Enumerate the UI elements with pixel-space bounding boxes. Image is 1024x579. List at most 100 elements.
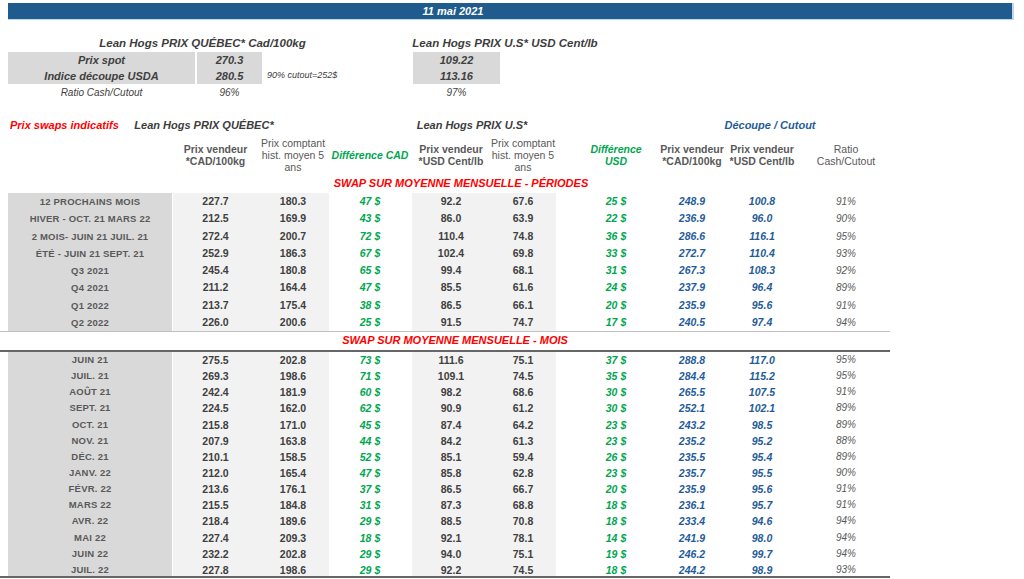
cell-ratio: 90%: [808, 210, 884, 227]
cell-comptant-cad: 162.0: [258, 400, 328, 416]
cell-difference-usd: 37 $: [578, 352, 654, 368]
table-row: OCT. 21215.8171.045 $87.464.223 $243.298…: [0, 417, 1024, 433]
row-label: SEPT. 21: [8, 400, 172, 416]
cell-comptant-cad: 180.3: [258, 193, 328, 210]
cell-comptant-usd: 63.9: [490, 210, 556, 227]
row-label: JUIN 21: [8, 352, 172, 368]
row-label: MAI 22: [8, 530, 172, 546]
cell-vendeur-cad: 215.5: [173, 497, 258, 513]
cell-vendeur-cad: 212.5: [173, 210, 258, 227]
cell-cutout-usd: 98.0: [724, 530, 800, 546]
cell-cutout-cad: 272.7: [654, 245, 730, 262]
cell-comptant-usd: 74.5: [490, 368, 556, 384]
cell-cutout-cad: 248.9: [654, 193, 730, 210]
cell-difference-usd: 20 $: [578, 297, 654, 314]
cell-ratio: 90%: [808, 465, 884, 481]
cell-comptant-usd: 78.1: [490, 530, 556, 546]
divider-line-top: [0, 331, 890, 332]
cell-vendeur-cad: 272.4: [173, 228, 258, 245]
cell-cutout-cad: 288.8: [654, 352, 730, 368]
cell-cutout-usd: 97.4: [724, 314, 800, 331]
row-label: FÉVR. 22: [8, 481, 172, 497]
cell-vendeur-usd: 87.4: [412, 417, 490, 433]
cell-ratio: 94%: [808, 530, 884, 546]
cell-ratio: 93%: [808, 245, 884, 262]
cell-difference-cad: 44 $: [329, 433, 411, 449]
cell-vendeur-usd: 85.5: [412, 279, 490, 296]
cell-ratio: 95%: [808, 368, 884, 384]
spot-row-label: Prix spot: [8, 52, 195, 68]
date-title-bar: 11 mai 2021: [8, 3, 1014, 20]
cell-comptant-usd: 61.3: [490, 433, 556, 449]
table-row: Q3 2021245.4180.865 $99.468.131 $267.310…: [0, 262, 1024, 279]
cell-cutout-cad: 235.7: [654, 465, 730, 481]
cell-difference-cad: 29 $: [329, 546, 411, 562]
cell-ratio: 91%: [808, 481, 884, 497]
cutout-index-us-value: 113.16: [413, 68, 500, 84]
cell-comptant-cad: 198.6: [258, 562, 328, 578]
section-header-periodes: SWAP SUR MOYENNE MENSUELLE - PÉRIODES: [311, 177, 611, 189]
cell-difference-cad: 43 $: [329, 210, 411, 227]
cell-comptant-usd: 74.7: [490, 314, 556, 331]
cell-ratio: 92%: [808, 262, 884, 279]
cell-cutout-usd: 117.0: [724, 352, 800, 368]
table-row: JUIN 21275.5202.873 $111.675.137 $288.81…: [0, 352, 1024, 368]
cell-difference-usd: 14 $: [578, 530, 654, 546]
cell-difference-cad: 72 $: [329, 228, 411, 245]
cell-difference-cad: 45 $: [329, 417, 411, 433]
cell-vendeur-cad: 227.8: [173, 562, 258, 578]
col-header-difference-usd: Différence USD: [578, 134, 654, 176]
table-row: JUIN 22232.2202.829 $94.075.119 $246.299…: [0, 546, 1024, 562]
cell-comptant-usd: 59.4: [490, 449, 556, 465]
cell-cutout-cad: 267.3: [654, 262, 730, 279]
row-label: HIVER - OCT. 21 MARS 22: [8, 210, 172, 227]
table-row: JUIL. 21269.3198.671 $109.174.535 $284.4…: [0, 368, 1024, 384]
cell-difference-cad: 29 $: [329, 513, 411, 529]
cell-vendeur-cad: 227.4: [173, 530, 258, 546]
cell-vendeur-cad: 207.9: [173, 433, 258, 449]
cell-vendeur-cad: 210.1: [173, 449, 258, 465]
cell-vendeur-usd: 92.2: [412, 562, 490, 578]
cell-cutout-usd: 107.5: [724, 384, 800, 400]
cell-difference-usd: 18 $: [578, 562, 654, 578]
cell-difference-usd: 23 $: [578, 465, 654, 481]
col-header-cutout-usd: Prix vendeur *USD Cent/lb: [724, 134, 800, 176]
cell-comptant-usd: 75.1: [490, 546, 556, 562]
row-label: NOV. 21: [8, 433, 172, 449]
cell-ratio: 89%: [808, 417, 884, 433]
cutout-note: 90% cutout=252$: [267, 70, 337, 80]
row-label: JANV. 22: [8, 465, 172, 481]
cell-cutout-usd: 98.9: [724, 562, 800, 578]
cell-comptant-usd: 70.8: [490, 513, 556, 529]
cutout-group-header: Découpe / Cutout: [670, 119, 870, 131]
col-header-difference-cad: Différence CAD: [329, 134, 411, 176]
cell-comptant-cad: 180.8: [258, 262, 328, 279]
cell-vendeur-cad: 245.4: [173, 262, 258, 279]
cell-vendeur-usd: 86.5: [412, 481, 490, 497]
row-label: AOÛT 21: [8, 384, 172, 400]
cell-ratio: 91%: [808, 384, 884, 400]
cell-difference-cad: 47 $: [329, 193, 411, 210]
cell-vendeur-usd: 87.3: [412, 497, 490, 513]
col-header-comptant-usd: Prix comptant hist. moyen 5 ans: [490, 134, 556, 176]
col-header-comptant-cad: Prix comptant hist. moyen 5 ans: [258, 134, 328, 176]
cell-cutout-cad: 236.1: [654, 497, 730, 513]
table-row: 2 MOIS- JUIN 21 JUIL. 21272.4200.772 $11…: [0, 228, 1024, 245]
cell-ratio: 91%: [808, 297, 884, 314]
cell-cutout-usd: 102.1: [724, 400, 800, 416]
cell-cutout-cad: 235.5: [654, 449, 730, 465]
table-row: JUIL. 22227.8198.629 $92.274.518 $244.29…: [0, 562, 1024, 578]
cell-ratio: 95%: [808, 228, 884, 245]
cell-vendeur-usd: 98.2: [412, 384, 490, 400]
cell-difference-cad: 52 $: [329, 449, 411, 465]
cell-cutout-cad: 236.9: [654, 210, 730, 227]
cell-vendeur-cad: 213.7: [173, 297, 258, 314]
cell-difference-cad: 73 $: [329, 352, 411, 368]
table-row: Q1 2022213.7175.438 $86.566.120 $235.995…: [0, 297, 1024, 314]
cell-vendeur-cad: 232.2: [173, 546, 258, 562]
cell-cutout-cad: 241.9: [654, 530, 730, 546]
cell-difference-cad: 31 $: [329, 497, 411, 513]
us-group-header: Lean Hogs PRIX U.S*: [372, 119, 572, 131]
cell-difference-usd: 30 $: [578, 384, 654, 400]
cell-difference-usd: 23 $: [578, 417, 654, 433]
